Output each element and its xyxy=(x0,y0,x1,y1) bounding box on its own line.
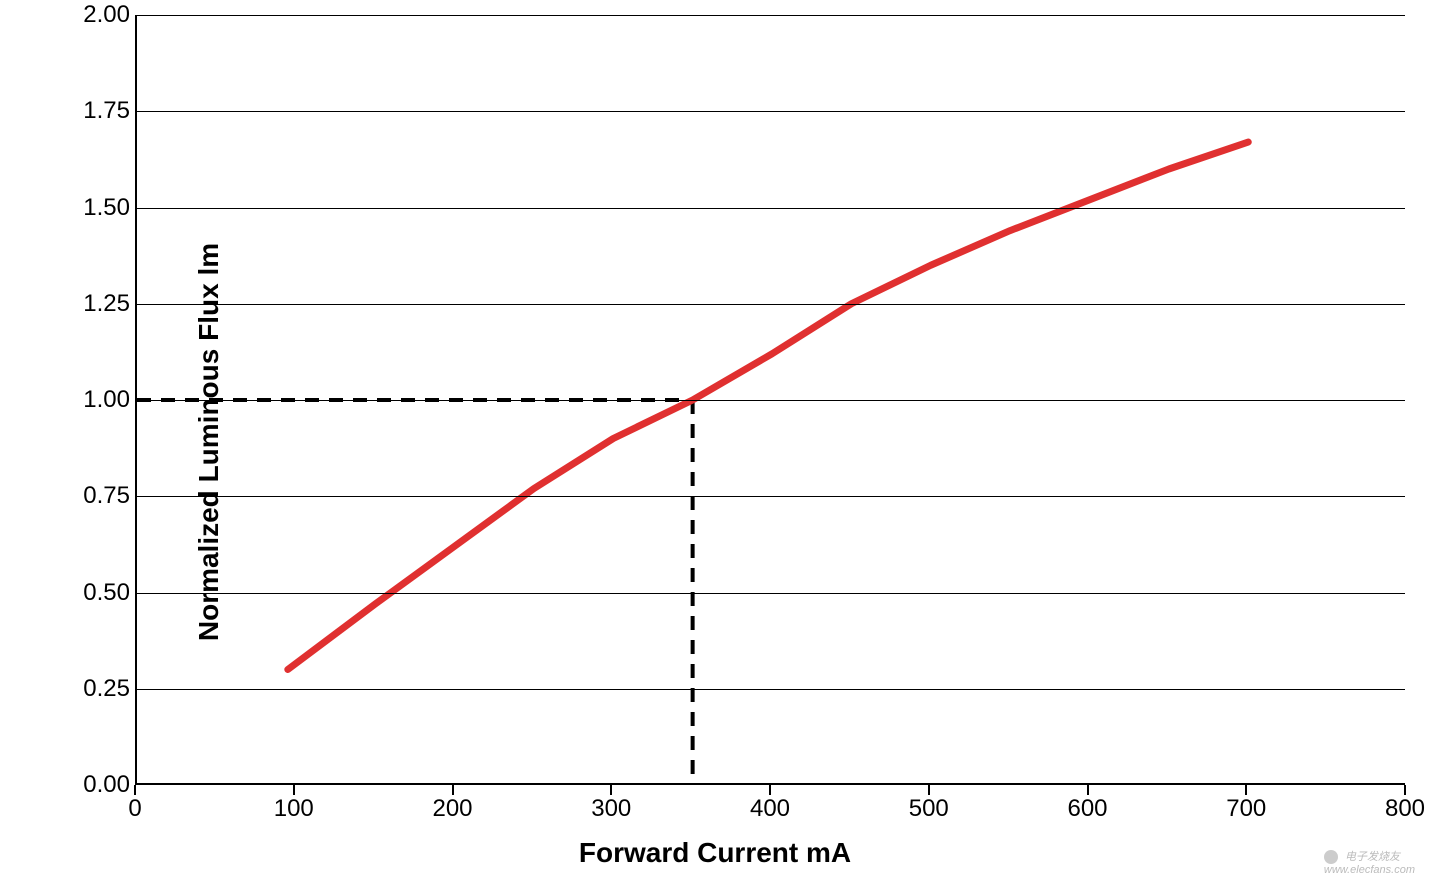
watermark-text1: 电子发烧友 xyxy=(1345,851,1400,863)
x-tick-mark xyxy=(1087,785,1089,795)
x-tick-mark xyxy=(769,785,771,795)
x-tick-mark xyxy=(1245,785,1247,795)
x-tick-label: 500 xyxy=(909,795,949,823)
x-tick-mark xyxy=(1404,785,1406,795)
x-tick-label: 200 xyxy=(432,795,472,823)
x-tick-mark xyxy=(293,785,295,795)
y-tick-label: 2.00 xyxy=(83,1,130,29)
y-tick-label: 1.00 xyxy=(83,386,130,414)
x-axis-label: Forward Current mA xyxy=(579,837,851,869)
y-tick-label: 0.00 xyxy=(83,771,130,799)
y-tick-label: 1.75 xyxy=(83,97,130,125)
y-tick-label: 0.75 xyxy=(83,482,130,510)
chart-container: Normalized Luminous Flux lm Forward Curr… xyxy=(0,0,1430,884)
y-tick-label: 0.50 xyxy=(83,579,130,607)
plot-area xyxy=(135,15,1405,785)
gridline-horizontal xyxy=(137,15,1405,16)
x-tick-label: 700 xyxy=(1226,795,1266,823)
y-tick-label: 0.25 xyxy=(83,675,130,703)
y-tick-label: 1.50 xyxy=(83,194,130,222)
gridline-horizontal xyxy=(137,400,1405,401)
watermark: 电子发烧友 www.elecfans.com xyxy=(1324,848,1415,876)
gridline-horizontal xyxy=(137,208,1405,209)
x-tick-label: 0 xyxy=(128,795,141,823)
x-tick-mark xyxy=(452,785,454,795)
x-tick-label: 800 xyxy=(1385,795,1425,823)
gridline-horizontal xyxy=(137,111,1405,112)
x-tick-label: 100 xyxy=(274,795,314,823)
data-series-line xyxy=(288,142,1248,669)
x-tick-mark xyxy=(928,785,930,795)
x-tick-mark xyxy=(610,785,612,795)
x-tick-label: 300 xyxy=(591,795,631,823)
watermark-icon xyxy=(1324,850,1338,864)
gridline-horizontal xyxy=(137,304,1405,305)
gridline-horizontal xyxy=(137,593,1405,594)
chart-svg xyxy=(137,15,1405,783)
gridline-horizontal xyxy=(137,496,1405,497)
y-tick-label: 1.25 xyxy=(83,290,130,318)
x-tick-label: 400 xyxy=(750,795,790,823)
x-tick-label: 600 xyxy=(1067,795,1107,823)
watermark-text2: www.elecfans.com xyxy=(1324,864,1415,876)
gridline-horizontal xyxy=(137,689,1405,690)
x-tick-mark xyxy=(134,785,136,795)
